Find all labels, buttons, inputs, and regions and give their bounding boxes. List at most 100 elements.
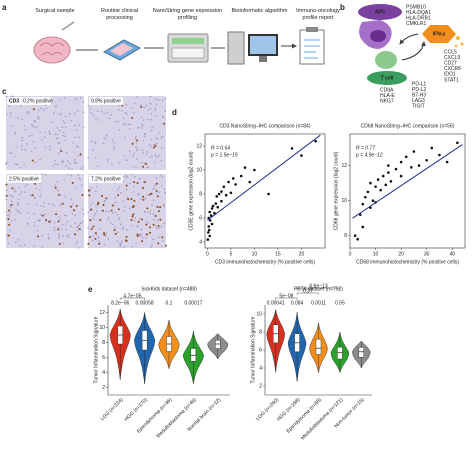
nucleus <box>82 213 85 215</box>
nucleus <box>72 142 75 144</box>
nucleus <box>82 126 85 129</box>
label-bg <box>89 97 123 105</box>
nucleus <box>39 196 41 198</box>
nucleus <box>108 117 111 120</box>
nucleus <box>13 190 16 193</box>
nucleus <box>70 198 73 200</box>
point <box>384 183 388 187</box>
x-tick-label: 10 <box>373 251 379 257</box>
nucleus <box>78 177 81 180</box>
point <box>399 160 403 164</box>
nucleus <box>40 193 42 196</box>
nucleus <box>59 204 62 206</box>
nucleus <box>90 112 93 114</box>
y-tick-label: 4 <box>259 365 262 371</box>
x-tick-label: 0 <box>349 251 352 257</box>
nucleus <box>29 194 32 197</box>
nucleus <box>152 238 154 241</box>
nucleus <box>20 145 23 147</box>
positive-cell <box>57 193 60 196</box>
nucleus <box>164 191 167 194</box>
nucleus <box>120 223 122 225</box>
x-axis-label: CD68 immunohistochemistry (% positive ce… <box>356 259 459 265</box>
p-value: 0.00041 <box>267 300 285 306</box>
nucleus <box>49 145 51 148</box>
nucleus <box>79 178 82 181</box>
positive-cell <box>11 187 14 190</box>
nucleus <box>126 113 128 115</box>
bracket-label: 0.37 <box>303 288 313 294</box>
shape <box>358 4 402 20</box>
nucleus <box>135 146 137 149</box>
nucleus <box>76 99 78 101</box>
positive-cell <box>31 194 34 197</box>
nucleus <box>74 186 77 189</box>
nucleus <box>160 225 163 228</box>
nucleus <box>157 99 160 101</box>
nucleus <box>16 203 19 205</box>
panel-label: e <box>88 285 93 294</box>
point <box>210 207 214 210</box>
nucleus <box>94 190 97 193</box>
nucleus <box>126 176 128 179</box>
nucleus <box>113 142 115 144</box>
point <box>229 191 233 195</box>
point <box>220 190 223 193</box>
nucleus <box>77 154 79 157</box>
nucleus <box>162 116 165 119</box>
positive-cell <box>102 203 105 206</box>
nucleus <box>135 141 138 144</box>
nucleus <box>63 131 65 134</box>
point <box>361 202 365 206</box>
nucleus <box>132 191 135 193</box>
nucleus <box>47 233 50 236</box>
nucleus <box>128 207 131 210</box>
positive-cell <box>145 163 148 166</box>
nucleus <box>149 210 152 212</box>
nucleus <box>135 136 137 138</box>
nucleus <box>123 246 125 248</box>
nucleus <box>114 201 117 204</box>
positive-cell <box>157 224 160 227</box>
positive-cell <box>10 203 13 206</box>
point <box>211 204 215 208</box>
marker-label: CD3 <box>9 98 19 104</box>
nucleus <box>110 114 112 116</box>
nucleus <box>17 117 19 119</box>
panel-label: c <box>2 87 7 96</box>
nucleus <box>9 152 11 154</box>
positive-cell <box>152 223 155 226</box>
positive-cell <box>54 186 57 189</box>
nucleus <box>132 165 135 168</box>
nucleus <box>123 206 126 208</box>
positive-cell <box>101 209 104 212</box>
nucleus <box>117 231 119 234</box>
positive-cell <box>143 181 146 184</box>
nucleus <box>25 111 28 114</box>
nucleus <box>113 148 115 150</box>
chart-title: CD68 NanoString–IHC comparison (n=56) <box>361 123 455 129</box>
nucleus <box>143 162 146 164</box>
nucleus <box>128 127 131 130</box>
gene-label: CCL5 <box>444 49 457 55</box>
nucleus <box>5 189 8 192</box>
nucleus <box>105 232 108 235</box>
nucleus <box>95 233 98 236</box>
nucleus <box>82 111 85 114</box>
x-tick-label: 10 <box>252 251 258 257</box>
nucleus <box>36 204 38 206</box>
point <box>371 199 375 202</box>
shape <box>259 56 267 62</box>
nucleus <box>74 112 76 115</box>
image-label: 2.5% positive <box>9 176 39 182</box>
nucleus <box>125 174 127 176</box>
positive-cell <box>136 182 139 185</box>
nucleus <box>105 134 108 137</box>
y-axis-label: Tumor Inflammation Signature <box>93 316 99 383</box>
nucleus <box>6 214 8 217</box>
nucleus <box>154 153 157 156</box>
positive-cell <box>110 209 113 212</box>
nucleus <box>77 174 80 176</box>
point <box>220 199 223 203</box>
nucleus <box>14 218 16 221</box>
